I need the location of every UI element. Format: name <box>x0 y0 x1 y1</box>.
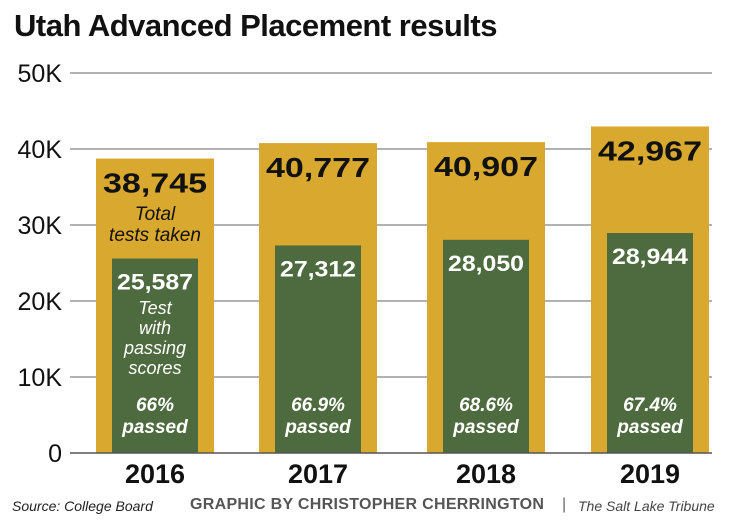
x-tick-label: 2016 <box>125 459 185 489</box>
passing-bar <box>112 258 198 453</box>
passing-value-label: 27,312 <box>280 256 356 281</box>
passing-value-label: 25,587 <box>117 270 193 295</box>
publication-name: The Salt Lake Tribune <box>578 498 715 514</box>
passing-bar <box>443 239 529 453</box>
y-tick-label: 0 <box>48 440 62 468</box>
passed-label: passed <box>616 417 683 438</box>
x-tick-label: 2019 <box>620 459 680 489</box>
passing-bar <box>275 245 361 453</box>
bar-chart: 010K20K30K40K50K38,74525,58766%passed201… <box>18 60 712 489</box>
footer-separator: | <box>562 496 567 513</box>
y-tick-label: 30K <box>18 212 63 240</box>
graphic-credit: GRAPHIC BY CHRISTOPHER CHERRINGTON <box>190 496 545 513</box>
source-note: Source: College Board <box>12 498 153 514</box>
passing-note-line: passing <box>123 338 186 358</box>
pass-rate-label: 66% <box>136 395 174 416</box>
y-tick-label: 10K <box>18 364 63 392</box>
total-value-label: 40,777 <box>266 152 370 183</box>
pass-rate-label: 68.6% <box>459 395 513 416</box>
pass-rate-label: 66.9% <box>291 395 345 416</box>
y-tick-label: 20K <box>18 288 63 316</box>
total-note-line: Total <box>135 204 176 225</box>
passing-value-label: 28,050 <box>448 251 524 276</box>
passing-value-label: 28,944 <box>612 244 689 269</box>
passed-label: passed <box>284 417 351 438</box>
passed-label: passed <box>452 417 519 438</box>
passed-label: passed <box>121 417 188 438</box>
y-tick-label: 50K <box>18 60 63 88</box>
x-tick-label: 2018 <box>456 459 516 489</box>
passing-note-line: Test <box>138 298 172 318</box>
chart-footer: Source: College Board GRAPHIC BY CHRISTO… <box>0 494 750 520</box>
y-tick-label: 40K <box>18 136 63 164</box>
passing-note-line: scores <box>128 358 181 378</box>
pass-rate-label: 67.4% <box>623 395 677 416</box>
passing-bar <box>607 233 693 453</box>
total-note-line: tests taken <box>109 225 201 246</box>
chart-title: Utah Advanced Placement results <box>14 8 497 43</box>
x-tick-label: 2017 <box>288 459 348 489</box>
total-value-label: 42,967 <box>598 135 702 166</box>
passing-note-line: with <box>139 318 171 338</box>
total-value-label: 40,907 <box>434 151 538 182</box>
total-value-label: 38,745 <box>103 168 207 199</box>
